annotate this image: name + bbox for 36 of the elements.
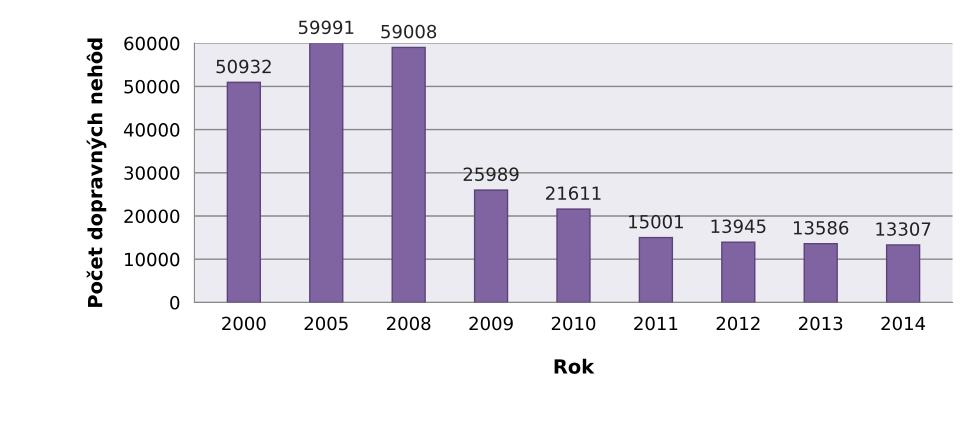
x-tick-label: 2014 [881, 316, 926, 330]
data-label: 50932 [216, 60, 271, 74]
x-axis-title: Rok [554, 358, 594, 374]
y-tick-label: 40000 [124, 123, 180, 137]
x-tick-label: 2000 [222, 316, 266, 330]
x-tick-label: 2005 [304, 316, 348, 330]
x-tick-label: 2013 [799, 316, 842, 330]
y-tick-label: 0 [170, 296, 180, 310]
x-tick-label: 2011 [634, 316, 678, 330]
y-tick-label: 60000 [124, 36, 180, 50]
bar [391, 46, 426, 302]
data-label: 59008 [381, 24, 436, 38]
bar [638, 236, 674, 302]
bar [721, 241, 756, 302]
y-axis-title: Počet dopravných nehôd [86, 38, 106, 307]
data-label: 25989 [464, 167, 519, 182]
x-tick-label: 2009 [469, 316, 513, 330]
data-label: 13945 [712, 219, 766, 234]
y-tick-label: 30000 [124, 166, 180, 180]
bar [556, 208, 591, 302]
bar [309, 43, 344, 302]
y-tick-label: 20000 [124, 209, 180, 224]
bar [226, 82, 262, 302]
x-tick-label: 2008 [387, 316, 430, 330]
x-tick-label: 2010 [552, 316, 596, 330]
data-label: 15001 [629, 214, 683, 229]
y-tick-label: 50000 [124, 80, 180, 94]
data-label: 13307 [876, 222, 930, 236]
bar [804, 243, 838, 302]
bar [474, 189, 508, 302]
y-tick-label: 10000 [125, 252, 180, 266]
bar [886, 244, 920, 302]
data-label: 59991 [298, 20, 354, 34]
x-tick-label: 2012 [716, 316, 760, 330]
data-label: 13586 [794, 220, 848, 235]
data-label: 21611 [546, 186, 601, 200]
